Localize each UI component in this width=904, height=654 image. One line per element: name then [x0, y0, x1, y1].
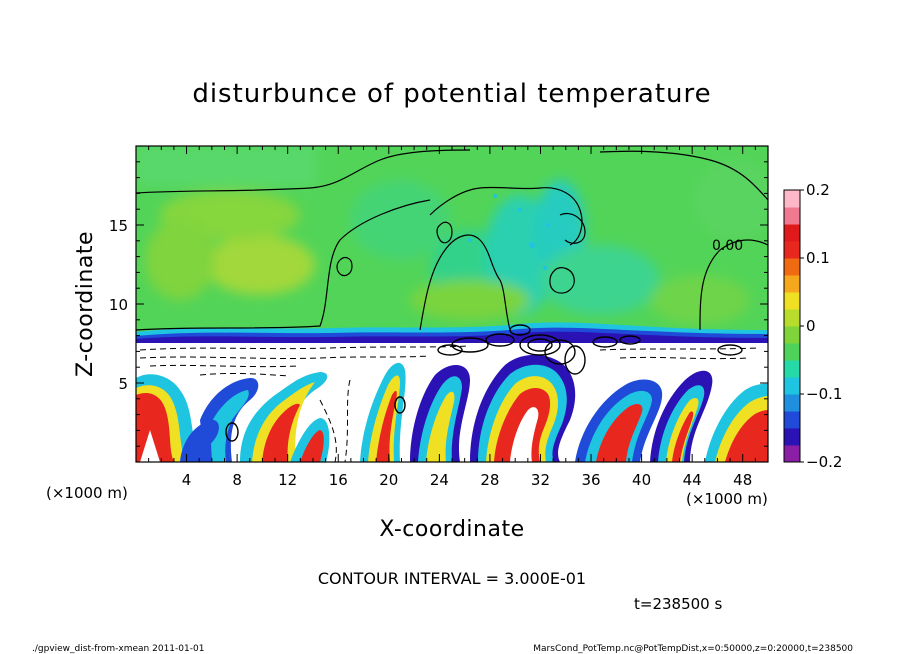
x-tick-label: 32 — [531, 471, 550, 489]
colorbar-swatch — [784, 394, 800, 412]
colorbar-swatch — [784, 360, 800, 378]
colorbar: 0.2 0.1 0 −0.1 −0.2 — [783, 181, 842, 471]
convective-plumes — [136, 354, 768, 462]
dense-contour-cluster — [225, 324, 743, 442]
colorbar-swatch — [784, 428, 800, 446]
x-tick-label: 16 — [329, 471, 348, 489]
colorbar-swatch — [784, 326, 800, 344]
contour-lines — [136, 149, 768, 331]
chart-title: disturbunce of potential temperature — [192, 79, 711, 109]
colorbar-swatch — [784, 224, 800, 242]
x-tick-label: 44 — [683, 471, 702, 489]
x-tick-label: 4 — [182, 471, 192, 489]
y-tick-label: 15 — [109, 217, 128, 235]
y-tick-label: 5 — [118, 375, 128, 393]
stable-layer — [136, 322, 768, 346]
colorbar-swatch — [784, 292, 800, 310]
colorbar-tick-label: 0.2 — [806, 181, 830, 199]
x-tick-label: 24 — [430, 471, 449, 489]
x-tick-label: 36 — [581, 471, 600, 489]
plot-area: 0.00 — [136, 146, 768, 462]
colorbar-tick-label: −0.1 — [806, 385, 842, 403]
x-axis: 4 8 12 16 20 24 28 32 36 40 44 48 — [135, 146, 769, 489]
time-label: t=238500 s — [634, 595, 722, 613]
colorbar-swatch — [784, 445, 800, 463]
x-tick-label: 28 — [480, 471, 499, 489]
z-unit-label: (×1000 m) — [686, 490, 768, 508]
colorbar-swatch — [784, 275, 800, 293]
colorbar-swatch — [784, 207, 800, 225]
y-axis-label: Z-coordinate — [73, 231, 98, 377]
x-tick-label: 40 — [632, 471, 651, 489]
colorbar-swatch — [784, 241, 800, 259]
x-tick-label: 12 — [278, 471, 297, 489]
contour-interval: CONTOUR INTERVAL = 3.000E-01 — [318, 569, 586, 588]
x-unit-label: (×1000 m) — [46, 484, 128, 502]
colorbar-swatch — [784, 309, 800, 327]
colorbar-swatch — [784, 190, 800, 208]
colorbar-tick-label: 0.1 — [806, 249, 830, 267]
footer-left: ./gpview_dist-from-xmean 2011-01-01 — [32, 644, 204, 654]
y-axis: 5 10 15 — [109, 145, 768, 463]
colorbar-swatch — [784, 258, 800, 276]
x-tick-label: 48 — [733, 471, 752, 489]
colorbar-tick-label: 0 — [806, 317, 816, 335]
negative-contours — [139, 345, 761, 462]
footer-right: MarsCond_PotTemp.nc@PotTempDist,x=0:5000… — [533, 644, 853, 654]
x-tick-label: 20 — [379, 471, 398, 489]
contour-label: 0.00 — [712, 238, 743, 254]
cloud-top-specks — [468, 194, 550, 270]
x-axis-label: X-coordinate — [379, 517, 524, 542]
x-tick-label: 8 — [232, 471, 242, 489]
y-tick-label: 10 — [109, 296, 128, 314]
colorbar-swatch — [784, 377, 800, 395]
colorbar-swatch — [784, 411, 800, 429]
colorbar-tick-label: −0.2 — [806, 453, 842, 471]
colorbar-swatch — [784, 343, 800, 361]
